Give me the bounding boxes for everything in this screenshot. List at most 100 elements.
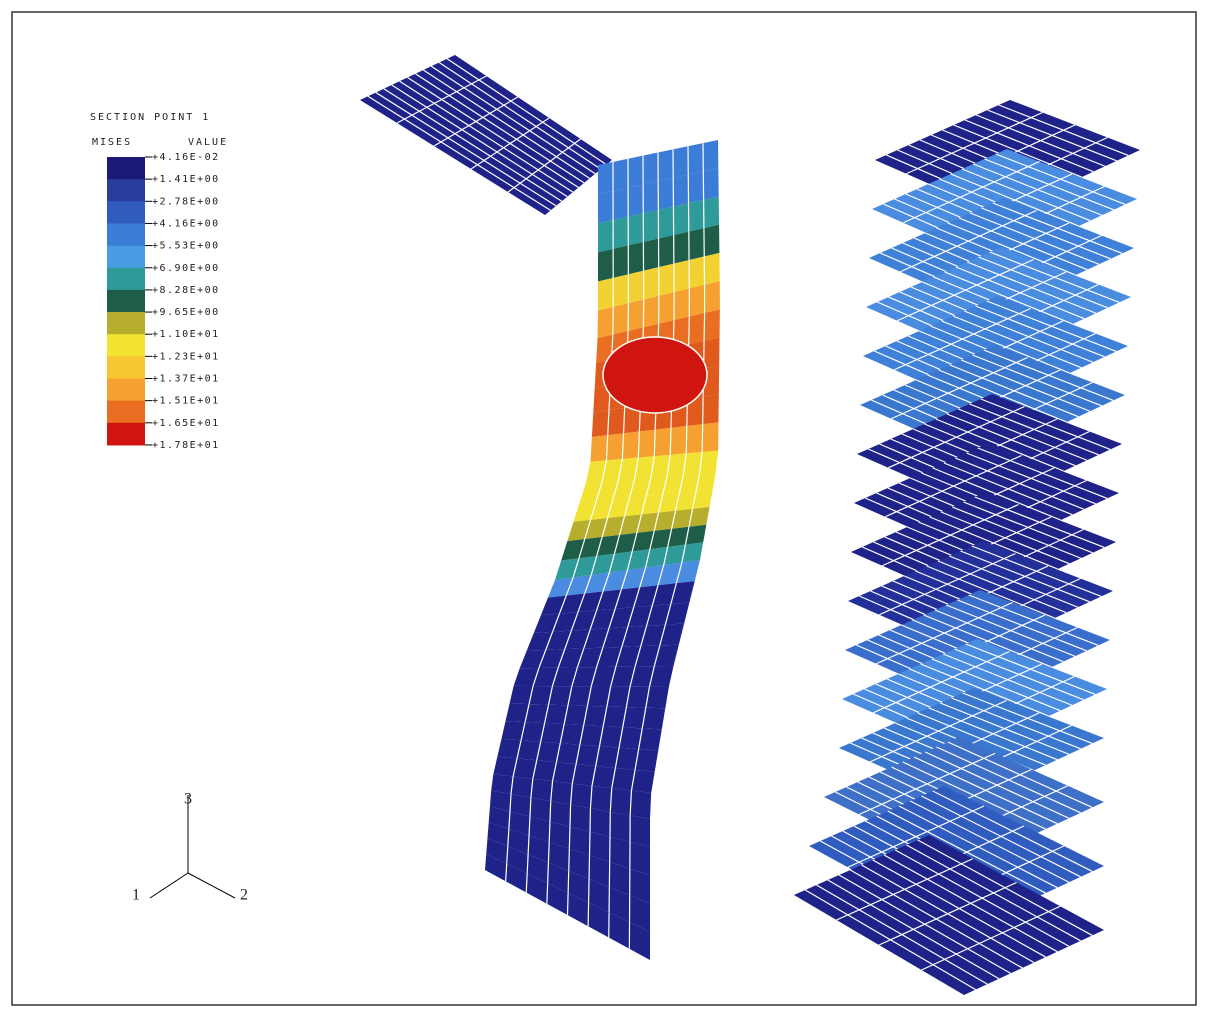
mesh-line <box>595 481 603 501</box>
legend-swatch <box>107 400 145 424</box>
legend-swatch <box>107 378 145 402</box>
mesh-line <box>836 858 973 921</box>
mesh-line <box>536 741 542 761</box>
legend-value: +1.65E+01 <box>152 418 220 429</box>
mesh-line <box>528 816 531 836</box>
mesh-line <box>602 706 608 727</box>
mesh-line <box>674 492 681 511</box>
legend-swatch <box>107 201 145 224</box>
mesh-line <box>609 788 613 812</box>
mesh-line <box>611 767 616 789</box>
legend-value: +5.53E+00 <box>152 241 220 252</box>
mesh-line <box>653 645 661 667</box>
mesh-line <box>629 666 636 687</box>
mesh-line <box>595 746 601 767</box>
mesh-line <box>601 460 608 482</box>
mesh-line <box>576 648 585 668</box>
mesh-line <box>430 65 596 175</box>
mesh-line <box>602 628 610 648</box>
legend-value-header: VALUE <box>188 137 228 148</box>
mesh-line <box>648 666 655 688</box>
legend-swatch <box>107 356 145 379</box>
axis-2 <box>187 872 236 899</box>
mesh-line <box>634 457 639 479</box>
mesh-line <box>897 258 1034 322</box>
mesh-line <box>633 587 641 608</box>
legend-value: +2.78E+00 <box>152 196 220 207</box>
mesh-line <box>577 593 586 613</box>
mesh-line <box>618 727 624 748</box>
mesh-line <box>569 804 572 827</box>
mesh-line <box>891 356 1028 420</box>
mesh-line <box>645 686 651 708</box>
mesh-line <box>657 494 664 513</box>
mesh-line <box>547 862 550 884</box>
mesh-line <box>684 526 690 545</box>
stress-peak <box>602 336 708 414</box>
legend-swatch <box>107 312 145 335</box>
mesh-line <box>623 497 631 517</box>
mesh-line <box>506 846 509 864</box>
mesh-line <box>446 58 607 166</box>
mesh-line <box>900 209 1037 273</box>
mesh-line <box>645 549 651 568</box>
mesh-line <box>645 477 652 497</box>
mesh-line <box>555 743 561 763</box>
mesh-line <box>566 892 569 916</box>
mesh-line <box>509 794 512 812</box>
mesh-line <box>691 490 697 510</box>
mesh-line <box>596 591 604 611</box>
mesh-line <box>520 722 526 741</box>
mesh-line <box>659 624 666 646</box>
mesh-line <box>639 567 647 588</box>
legend-value: +8.28E+00 <box>152 285 220 296</box>
legend-value: +1.78E+01 <box>152 440 220 451</box>
mesh-line <box>618 516 626 536</box>
mesh-line <box>528 685 534 705</box>
mesh-line <box>545 631 554 651</box>
legend-swatch <box>107 179 145 202</box>
mesh-line <box>629 478 636 498</box>
axis-1 <box>149 872 189 899</box>
mesh-line <box>640 495 647 515</box>
mesh-line <box>888 405 1025 469</box>
mesh-line <box>367 95 551 211</box>
mesh-line <box>552 613 561 632</box>
mesh-line <box>572 558 580 578</box>
mesh-line <box>375 91 557 207</box>
legend-value: +6.90E+00 <box>152 263 220 274</box>
mesh-line <box>653 512 660 532</box>
mesh-line <box>596 647 604 668</box>
mesh-line <box>596 536 603 557</box>
mesh-line <box>383 88 563 202</box>
mesh-line <box>512 758 518 777</box>
mesh-line <box>629 790 633 816</box>
mesh-line <box>675 562 683 584</box>
mesh-line <box>516 740 522 759</box>
mesh-line <box>551 667 559 687</box>
axis-triad: 1 2 3 <box>132 791 248 904</box>
mesh-line <box>906 111 1043 175</box>
mesh-line <box>620 569 629 590</box>
mesh-line <box>532 760 538 779</box>
mesh-line <box>598 726 604 747</box>
mesh-line <box>584 574 592 594</box>
mesh-line <box>885 454 1022 518</box>
mesh-line <box>565 577 574 596</box>
mesh-line <box>569 783 573 805</box>
mesh-line <box>621 626 629 648</box>
mesh-line <box>589 610 598 630</box>
mesh-line <box>575 744 581 765</box>
mesh-line <box>548 821 551 843</box>
mesh-line <box>641 707 647 729</box>
mesh-line <box>507 828 510 847</box>
mesh-line <box>669 427 672 455</box>
mesh-line <box>602 572 610 592</box>
legend-value: +9.65E+00 <box>152 307 220 318</box>
mesh-line <box>546 883 549 904</box>
mesh-line <box>564 630 572 650</box>
mesh-line <box>637 431 640 458</box>
legend-swatch <box>107 157 145 180</box>
axis-label: 1 <box>132 887 140 904</box>
mesh-line <box>622 407 626 434</box>
